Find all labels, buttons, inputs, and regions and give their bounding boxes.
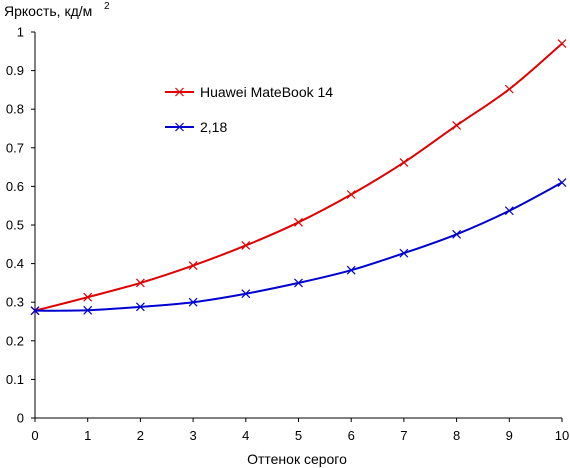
data-point-marker — [294, 278, 303, 288]
y-tick-label: 1 — [17, 25, 24, 40]
x-tick-label: 3 — [189, 428, 196, 443]
y-tick-label: 0.5 — [6, 218, 24, 233]
data-point-marker — [294, 217, 303, 227]
data-point-marker — [346, 265, 356, 275]
data-point-marker — [557, 39, 567, 49]
series-blue — [30, 178, 567, 316]
x-tick-label: 7 — [400, 428, 407, 443]
data-point-marker — [241, 241, 251, 250]
data-point-marker — [452, 229, 462, 239]
series-line — [34, 42, 563, 312]
x-tick-label: 4 — [242, 428, 249, 443]
x-tick-label: 0 — [31, 428, 38, 443]
data-point-marker — [188, 261, 198, 270]
legend-item: Huawei MateBook 14 — [165, 84, 333, 100]
data-point-marker — [557, 178, 567, 187]
legend-item: 2,18 — [165, 119, 227, 135]
y-tick-label: 0.6 — [6, 179, 24, 194]
data-point-marker — [504, 84, 514, 94]
data-point-marker — [399, 248, 409, 258]
legend-marker-icon — [175, 122, 184, 132]
y-tick-label: 0 — [17, 411, 24, 426]
data-point-marker — [135, 278, 145, 288]
y-ticks: 0 0.1 0.2 0.3 0.4 0.5 0.6 0.7 0.8 0.9 1 — [6, 25, 35, 426]
legend: Huawei MateBook 14 2,18 — [165, 84, 333, 135]
x-tick-label: 2 — [137, 428, 144, 443]
data-point-marker — [452, 120, 462, 130]
data-point-marker — [504, 206, 514, 216]
y-tick-label: 0.2 — [6, 333, 24, 348]
y-axis-title-superscript: 2 — [104, 1, 110, 12]
data-point-marker — [83, 292, 93, 302]
x-tick-label: 5 — [295, 428, 302, 443]
data-point-marker — [188, 297, 198, 307]
y-tick-label: 0.7 — [6, 140, 24, 155]
data-point-marker — [346, 190, 356, 199]
x-tick-label: 8 — [453, 428, 460, 443]
y-axis-title: Яркость, кд/м 2 — [4, 1, 110, 19]
x-ticks: 0 1 2 3 4 5 6 7 8 9 10 — [31, 418, 569, 443]
series-layer — [30, 39, 567, 316]
data-point-marker — [30, 306, 40, 316]
y-axis-title-text: Яркость, кд/м — [4, 3, 92, 19]
data-point-marker — [83, 305, 93, 315]
series-red — [30, 39, 567, 316]
x-tick-label: 10 — [555, 428, 569, 443]
x-tick-label: 1 — [84, 428, 91, 443]
y-tick-label: 0.8 — [6, 102, 24, 117]
x-axis-title: Оттенок серого — [247, 451, 347, 467]
series-line — [34, 181, 563, 312]
data-point-marker — [135, 302, 145, 312]
x-tick-label: 6 — [348, 428, 355, 443]
legend-label: Huawei MateBook 14 — [200, 84, 333, 100]
data-point-marker — [241, 289, 251, 299]
data-point-marker — [399, 158, 409, 167]
y-tick-label: 0.1 — [6, 372, 24, 387]
legend-marker-icon — [175, 87, 184, 97]
legend-label: 2,18 — [200, 119, 227, 135]
x-tick-label: 9 — [506, 428, 513, 443]
y-tick-label: 0.3 — [6, 295, 24, 310]
y-tick-label: 0.9 — [6, 63, 24, 78]
y-tick-label: 0.4 — [6, 256, 24, 271]
